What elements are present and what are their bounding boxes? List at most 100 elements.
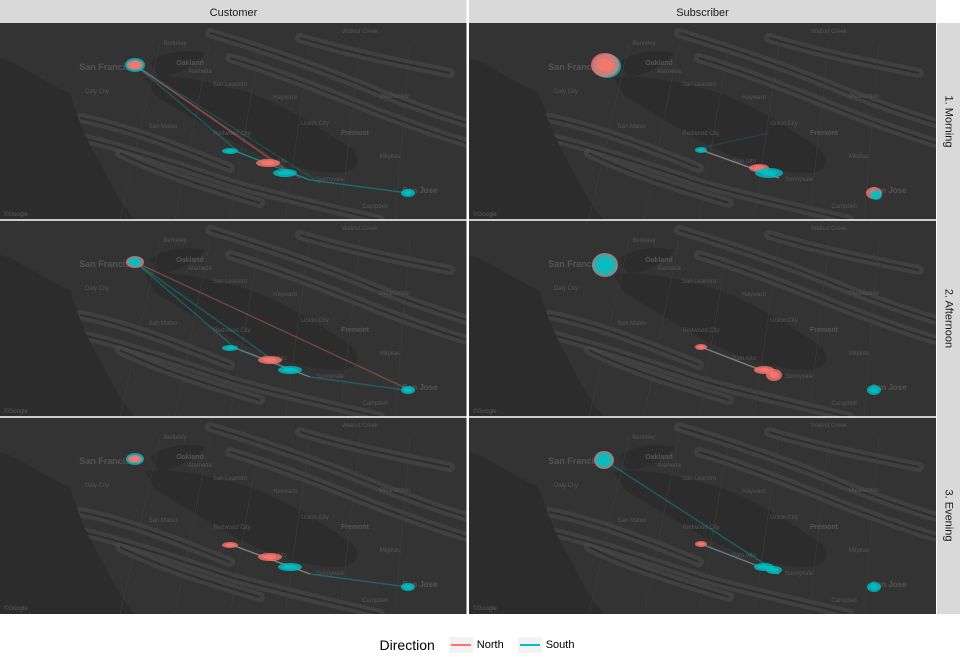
- place-label: San Jose: [402, 186, 438, 195]
- trip-route: [309, 179, 409, 194]
- legend-label-north: North: [476, 639, 504, 651]
- terrain-shadow: [678, 426, 936, 518]
- road-line: [394, 436, 411, 614]
- terrain-shadow: [59, 132, 381, 220]
- terrain-shadow: [209, 32, 467, 124]
- road-line: [863, 436, 880, 614]
- place-label: San Leandro: [682, 279, 717, 285]
- station-cluster-core: [225, 346, 235, 350]
- road-line: [698, 436, 730, 614]
- map-panel-subscriber-3: San Francisco Oakland Berkeley Alameda Daly …: [469, 417, 936, 614]
- station-cluster-core: [769, 567, 779, 573]
- trip-route: [603, 459, 775, 571]
- terrain-shadow: [588, 546, 730, 598]
- terrain-shadow: [119, 349, 261, 401]
- place-label: Daly City: [85, 89, 109, 95]
- column-strip-label: Subscriber: [676, 7, 729, 19]
- road-line: [394, 239, 411, 417]
- place-label: Berkeley: [632, 41, 655, 47]
- place-label: Campbell: [362, 401, 387, 407]
- road-line: [588, 42, 630, 220]
- map-attribution: ©Google: [4, 605, 28, 612]
- place-label: San Jose: [402, 580, 438, 589]
- trip-route: [134, 64, 291, 174]
- legend-item-north: North: [448, 637, 504, 653]
- row-strip-label: 3. Evening: [943, 490, 955, 542]
- place-label: San Leandro: [213, 476, 248, 482]
- water-area: [614, 470, 827, 567]
- map-panel-customer-3: San Francisco Oakland Berkeley Alameda Daly …: [0, 417, 467, 614]
- water-area: [145, 273, 358, 370]
- terrain-shadow: [698, 57, 936, 144]
- road-line: [119, 239, 161, 417]
- legend-item-south: South: [517, 637, 574, 653]
- place-label: San Mateo: [148, 124, 178, 130]
- place-label: Union City: [770, 318, 798, 324]
- place-label: Redwood City: [213, 328, 250, 334]
- place-label: Oakland: [176, 454, 204, 461]
- place-label: Union City: [770, 515, 798, 521]
- place-label: Redwood City: [682, 131, 719, 137]
- place-label: Alameda: [657, 266, 681, 272]
- place-label: Milpitas: [380, 351, 400, 357]
- place-label: Campbell: [362, 598, 387, 604]
- road-line: [643, 239, 680, 417]
- place-label: Union City: [301, 318, 329, 324]
- place-label: Walnut Creek: [811, 423, 848, 429]
- place-label: San Jose: [871, 186, 907, 195]
- station-cluster-core: [131, 259, 139, 265]
- road-line: [229, 239, 261, 417]
- terrain-shadow: [588, 152, 730, 204]
- trip-route: [134, 261, 236, 349]
- terrain-shadow: [698, 451, 936, 538]
- road-line: [229, 42, 261, 220]
- place-label: Pleasanton: [380, 291, 410, 297]
- map-panel-subscriber-2: San Francisco Oakland Berkeley Alameda Daly …: [469, 220, 936, 417]
- place-label: San Mateo: [617, 518, 647, 524]
- place-label: Redwood City: [682, 525, 719, 531]
- place-label: Berkeley: [163, 41, 186, 47]
- place-label: Daly City: [554, 483, 578, 489]
- place-label: Pleasanton: [849, 94, 879, 100]
- place-label: Sunnyvale: [785, 177, 814, 183]
- trip-route: [700, 132, 770, 149]
- trip-route: [134, 261, 411, 391]
- map-panel-subscriber-1: San Francisco Oakland Berkeley Alameda Daly …: [469, 23, 936, 220]
- station-cluster-core: [283, 367, 297, 373]
- road-line: [119, 42, 161, 220]
- place-label: Berkeley: [163, 435, 186, 441]
- road-line: [339, 239, 361, 417]
- place-label: Hayward: [273, 95, 297, 101]
- water-area: [469, 452, 604, 614]
- water-area: [145, 470, 358, 567]
- place-label: Redwood City: [682, 328, 719, 334]
- column-strip-customer: [0, 0, 467, 23]
- water-area: [0, 255, 135, 417]
- map-panel-customer-1: San Francisco Oakland Berkeley Alameda Daly …: [0, 23, 467, 220]
- place-label: Oakland: [645, 60, 673, 67]
- station-cluster-core: [404, 584, 412, 590]
- station-cluster-core: [598, 258, 612, 272]
- road-line: [284, 42, 311, 220]
- road-line: [284, 436, 311, 614]
- road-line: [698, 239, 730, 417]
- terrain-shadow: [59, 329, 381, 417]
- terrain-shadow: [548, 511, 700, 563]
- station-cluster-core: [278, 170, 292, 176]
- terrain-shadow: [229, 451, 467, 538]
- station-cluster-core: [599, 455, 609, 465]
- road-line: [863, 239, 880, 417]
- terrain-shadow: [299, 234, 451, 271]
- road-line: [394, 42, 411, 220]
- water-area: [150, 248, 205, 275]
- station-cluster-core: [758, 564, 770, 570]
- water-area: [0, 58, 135, 220]
- station-cluster-core: [263, 554, 277, 560]
- station-cluster-core: [131, 456, 139, 462]
- place-label: Walnut Creek: [342, 423, 379, 429]
- terrain-shadow: [678, 229, 936, 321]
- place-label: Walnut Creek: [342, 29, 379, 35]
- water-area: [150, 51, 205, 78]
- road-line: [808, 42, 830, 220]
- column-strip-subscriber: [469, 0, 936, 23]
